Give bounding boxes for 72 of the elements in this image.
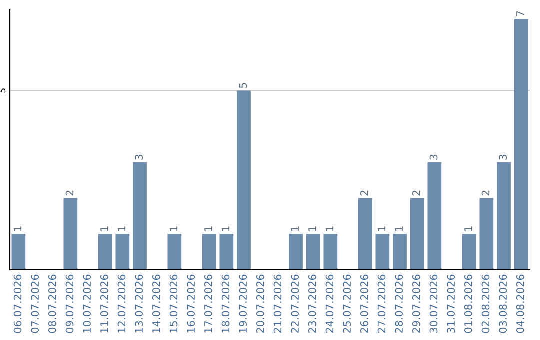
data-label: 1 <box>204 226 212 232</box>
data-label: 5 <box>239 83 248 88</box>
bar <box>358 198 372 270</box>
data-label: 1 <box>378 226 386 232</box>
bar <box>289 234 303 270</box>
x-tick-label: 18.07.2026 <box>222 274 230 333</box>
x-tick-label: 11.07.2026 <box>100 274 108 333</box>
bar <box>237 90 251 270</box>
bar <box>64 198 78 270</box>
data-label: 2 <box>412 190 420 196</box>
bar <box>462 234 476 270</box>
data-label: 7 <box>516 11 524 16</box>
bar <box>202 234 216 270</box>
x-tick-label: 19.07.2026 <box>239 274 248 333</box>
x-tick-label: 13.07.2026 <box>135 274 144 333</box>
x-tick-label: 23.07.2026 <box>308 274 316 334</box>
x-tick-label: 12.07.2026 <box>118 274 126 333</box>
bar <box>306 234 320 270</box>
x-tick-label: 22.07.2026 <box>291 274 300 334</box>
x-tick-label: 10.07.2026 <box>83 274 92 333</box>
x-tick-label: 14.07.2026 <box>152 274 160 333</box>
data-label: 1 <box>291 226 299 232</box>
data-label: 2 <box>66 190 74 196</box>
bar <box>376 234 390 270</box>
x-tick-label: 02.08.2026 <box>482 274 490 334</box>
x-tick-label: 15.07.2026 <box>170 274 178 333</box>
data-label: 1 <box>308 226 316 232</box>
bar <box>393 234 407 270</box>
data-label: 1 <box>395 226 403 232</box>
x-tick-label: 30.07.2026 <box>430 274 438 334</box>
x-tick-label: 04.08.2026 <box>516 274 524 334</box>
bar <box>12 234 26 270</box>
x-tick-label: 29.07.2026 <box>412 274 420 334</box>
x-tick-label: 25.07.2026 <box>343 274 352 334</box>
bar <box>410 198 424 270</box>
data-label: 1 <box>326 226 334 232</box>
x-tick-label: 31.07.2026 <box>447 274 456 334</box>
x-tick-label: 28.07.2026 <box>395 274 404 334</box>
data-label: 1 <box>14 226 22 232</box>
data-label: 3 <box>430 154 438 160</box>
x-tick-label: 21.07.2026 <box>274 274 282 334</box>
bar <box>480 198 494 270</box>
bar <box>497 162 511 270</box>
x-tick-label: 26.07.2026 <box>360 274 368 334</box>
data-label: 2 <box>360 190 368 196</box>
data-label: 3 <box>135 154 144 160</box>
x-tick-label: 06.07.2026 <box>14 274 22 334</box>
x-tick-label: 27.07.2026 <box>378 274 386 334</box>
data-label: 1 <box>118 226 126 232</box>
data-label: 3 <box>499 154 508 160</box>
x-tick-label: 03.08.2026 <box>499 274 508 334</box>
x-tick-label: 07.07.2026 <box>31 274 40 334</box>
bar <box>428 162 442 270</box>
bar <box>133 162 147 270</box>
bar <box>324 234 338 270</box>
bar <box>168 234 182 270</box>
x-tick-label: 20.07.2026 <box>256 274 264 334</box>
x-tick-label: 16.07.2026 <box>187 274 196 333</box>
bar <box>116 234 130 270</box>
x-tick-label: 24.07.2026 <box>326 274 334 334</box>
x-tick-label: 01.08.2026 <box>464 274 472 334</box>
x-tick-label: 17.07.2026 <box>204 274 212 333</box>
data-label: 1 <box>222 226 230 232</box>
data-label: 2 <box>482 190 490 196</box>
data-label: 1 <box>464 226 472 232</box>
bar <box>514 18 528 270</box>
bar <box>98 234 112 270</box>
x-tick-label: 09.07.2026 <box>66 274 74 334</box>
bar <box>220 234 234 270</box>
data-label: 1 <box>100 226 108 232</box>
data-label: 1 <box>170 226 178 232</box>
x-tick-label: 08.07.2026 <box>48 274 56 334</box>
